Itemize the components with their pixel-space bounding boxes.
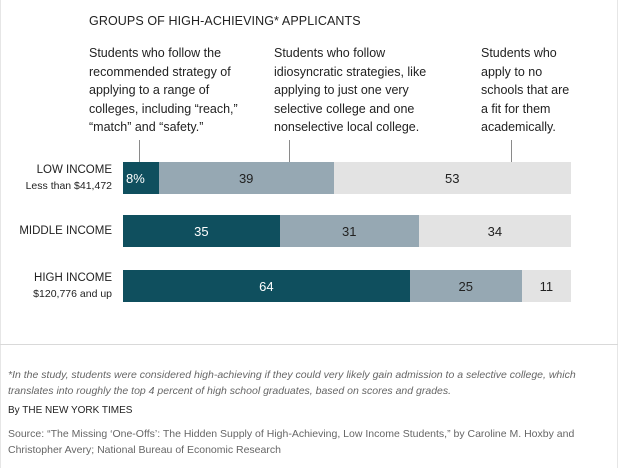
source-line: Source: “The Missing ‘One-Offs’: The Hid… bbox=[8, 428, 575, 456]
bar-value-label: 64 bbox=[259, 278, 274, 294]
legend-line: Students who follow bbox=[274, 46, 386, 60]
bar-value-label: 8% bbox=[126, 170, 145, 186]
bar-segment-low-income-series-1: 8% bbox=[123, 162, 159, 194]
bar-segment-high-income-series-1: 64 bbox=[123, 270, 410, 302]
bar-value-label: 25 bbox=[458, 278, 473, 294]
row-label-main: HIGH INCOME bbox=[34, 272, 112, 284]
legend-tick-idiosyncratic bbox=[289, 140, 290, 162]
bar-segment-low-income-series-3: 53 bbox=[333, 162, 571, 194]
legend-line: “match” and “safety.” bbox=[89, 120, 204, 134]
bar-segment-middle-income-series-2: 31 bbox=[279, 215, 419, 247]
row-label-main: LOW INCOME bbox=[36, 164, 112, 176]
row-label-sub: $120,776 and up bbox=[33, 288, 112, 300]
legend-line: idiosyncratic strategies, like bbox=[274, 64, 427, 79]
chart-divider bbox=[0, 344, 618, 345]
legend-line: Students who follow the bbox=[89, 46, 222, 60]
legend-recommended-strategy: Students who follow the recommended strat… bbox=[89, 44, 238, 137]
bar-value-label: 35 bbox=[194, 223, 209, 239]
footnote: *In the study, students were considered … bbox=[8, 369, 576, 397]
bar-segment-middle-income-series-1: 35 bbox=[123, 215, 280, 247]
legend-line: selective college and one bbox=[274, 101, 415, 116]
chart-title: GROUPS OF HIGH-ACHIEVING* APPLICANTS bbox=[89, 14, 361, 28]
legend-line: applying to just one very bbox=[274, 83, 409, 97]
row-label-high-income: HIGH INCOME $120,776 and up bbox=[0, 270, 112, 302]
bar-segment-high-income-series-2: 25 bbox=[409, 270, 522, 302]
bar-segment-low-income-series-2: 39 bbox=[158, 162, 334, 194]
row-label-sub: Less than $41,472 bbox=[25, 180, 112, 192]
legend-line: academically. bbox=[481, 120, 556, 134]
legend-no-fit-schools: Students who apply to no schools that are a… bbox=[481, 44, 569, 137]
bar-value-label: 39 bbox=[238, 170, 254, 186]
bar-value-label: 34 bbox=[487, 223, 503, 239]
bar-segment-middle-income-series-3: 34 bbox=[418, 215, 571, 247]
legend-line: recommended strategy of bbox=[89, 64, 231, 79]
legend-line: apply to no bbox=[481, 64, 543, 79]
row-label-main: MIDDLE INCOME bbox=[19, 225, 112, 237]
legend-line: a fit for them bbox=[481, 101, 551, 116]
legend-line: schools that are bbox=[481, 83, 570, 97]
bar-value-label: 53 bbox=[445, 170, 460, 186]
bar-segment-high-income-series-3: 11 bbox=[521, 270, 571, 302]
legend-tick-no-fit bbox=[511, 140, 512, 162]
row-label-low-income: LOW INCOME Less than $41,472 bbox=[0, 162, 112, 194]
legend-tick-recommended bbox=[139, 140, 140, 162]
legend-line: nonselective local college. bbox=[274, 120, 420, 134]
legend-idiosyncratic-strategies: Students who follow idiosyncratic strateg… bbox=[274, 44, 426, 137]
bar-value-label: 31 bbox=[342, 223, 357, 239]
legend-line: Students who bbox=[481, 46, 557, 60]
credit-line: By THE NEW YORK TIMES bbox=[8, 405, 133, 416]
legend-line: applying to a range of bbox=[89, 83, 210, 97]
bar-value-label: 11 bbox=[539, 278, 554, 294]
row-label-middle-income: MIDDLE INCOME bbox=[0, 223, 112, 239]
legend-line: colleges, including “reach,” bbox=[89, 101, 238, 116]
frame-left-edge bbox=[0, 0, 1, 468]
